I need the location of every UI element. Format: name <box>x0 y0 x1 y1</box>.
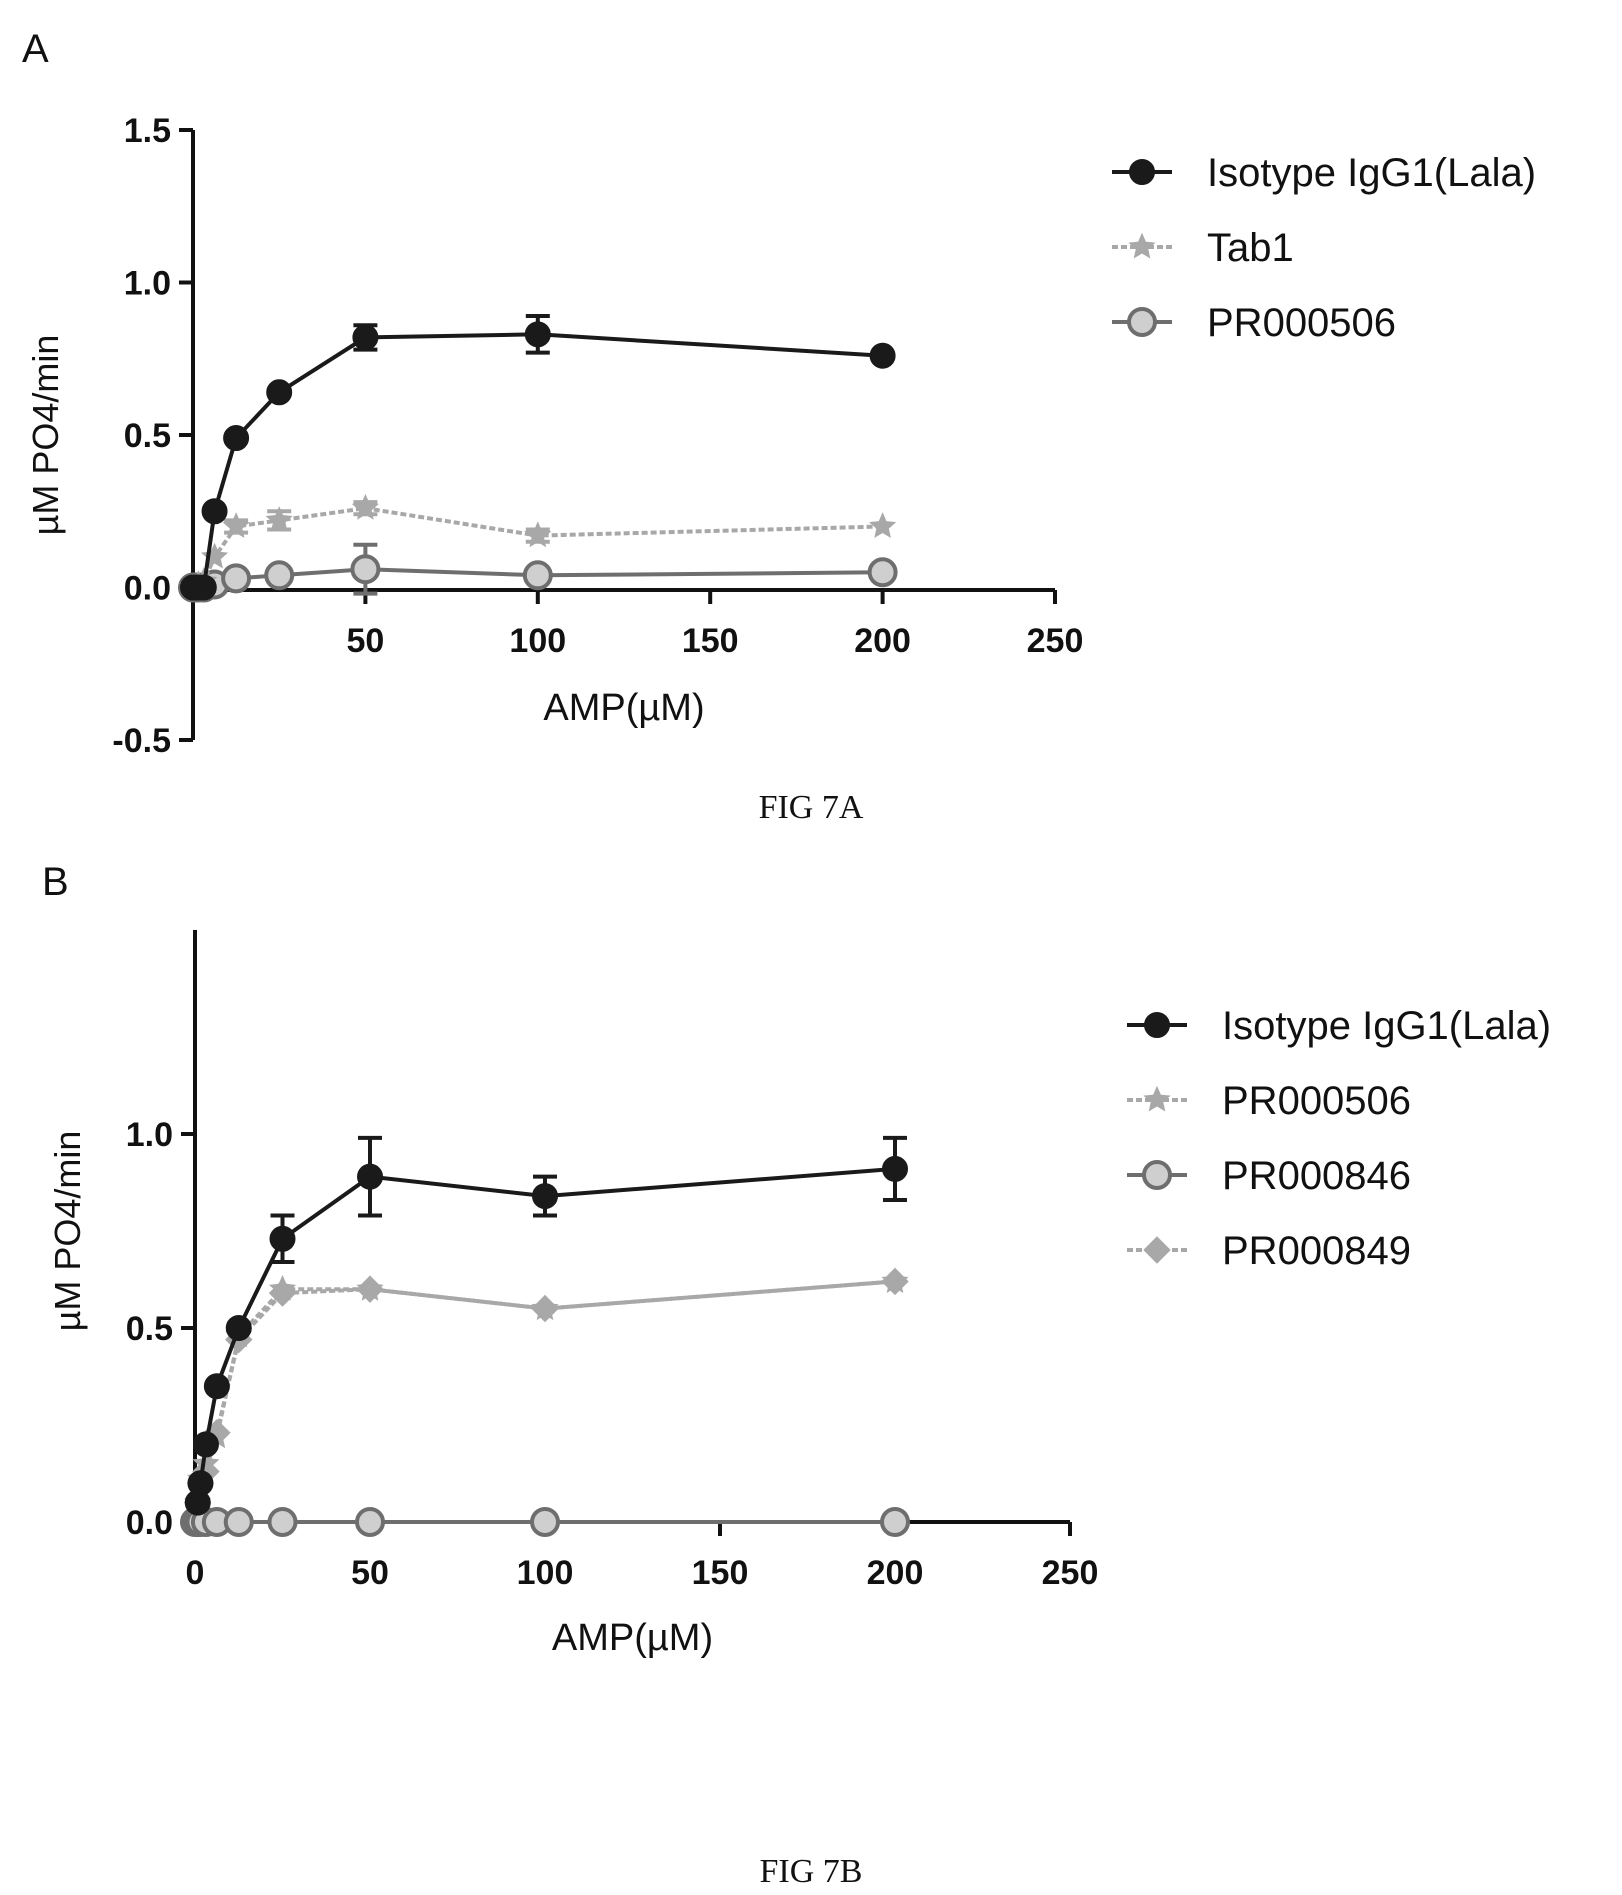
data-point <box>882 1155 908 1182</box>
data-point <box>869 512 897 539</box>
data-point <box>869 342 896 369</box>
data-point <box>269 1225 296 1252</box>
data-point <box>1143 1085 1171 1112</box>
series-isotype-igg1-lala- <box>180 314 896 601</box>
panel-a-label: A <box>22 27 49 71</box>
data-point <box>222 512 250 539</box>
legend-label: Tab1 <box>1207 226 1294 270</box>
legend-item: PR000506 <box>1112 301 1396 345</box>
data-point <box>190 574 217 601</box>
legend-label: PR000506 <box>1222 1079 1411 1123</box>
chart-panel-a: -0.5 0.0 0.5 1.0 1.5 50 100 150 200 250 AMP(µM) µM … <box>25 112 1536 760</box>
x-tick-label: 0 <box>186 1554 205 1592</box>
data-point <box>532 1183 558 1210</box>
data-point <box>1144 1012 1170 1038</box>
data-point <box>267 1507 298 1537</box>
x-tick-label: 250 <box>1027 622 1084 660</box>
x-tick-label: 150 <box>692 1554 749 1592</box>
x-tick-label: 50 <box>346 622 384 660</box>
legend-item: PR000506 <box>1127 1079 1411 1123</box>
chart-panel-b: 0.0 0.5 1.0 0 50 100 150 200 250 AMP(µM) µM PO4/mi… <box>47 930 1551 1659</box>
legend-label: PR000506 <box>1207 301 1396 345</box>
data-point <box>351 493 379 520</box>
y-tick-label: 1.0 <box>124 265 171 303</box>
legend-label: Isotype IgG1(Lala) <box>1207 151 1536 195</box>
x-tick-label: 100 <box>509 622 566 660</box>
data-point <box>350 554 381 585</box>
data-point <box>357 1163 383 1190</box>
y-tick-label: 0.5 <box>126 1310 173 1348</box>
x-tick-label: 200 <box>854 622 911 660</box>
data-point <box>192 1449 220 1476</box>
series-line <box>195 1166 896 1503</box>
y-tick-label: 0.0 <box>126 1504 173 1542</box>
data-point <box>355 1507 385 1537</box>
legend-label: PR000846 <box>1222 1154 1411 1198</box>
y-tick-label: 0.0 <box>124 570 171 608</box>
data-point <box>265 506 293 532</box>
y-tick-label: 1.5 <box>124 112 171 150</box>
data-point <box>268 1274 297 1301</box>
data-point <box>880 1507 910 1537</box>
x-tick-label: 200 <box>867 1554 924 1592</box>
data-point <box>1142 1160 1172 1190</box>
data-point <box>203 1373 230 1400</box>
data-point <box>1143 1236 1171 1264</box>
data-point <box>1128 232 1156 259</box>
x-axis-label: AMP(µM) <box>552 1617 713 1659</box>
data-point <box>264 560 295 591</box>
data-point <box>867 557 898 588</box>
data-point <box>530 1507 560 1537</box>
panel-b-label: B <box>42 860 69 904</box>
x-tick-label: 150 <box>682 622 739 660</box>
data-point <box>221 563 252 594</box>
legend-item: PR000846 <box>1127 1154 1411 1198</box>
legend-label: Isotype IgG1(Lala) <box>1222 1004 1551 1048</box>
data-point <box>1129 159 1155 185</box>
data-point <box>522 560 553 591</box>
y-tick-label: -0.5 <box>112 722 171 760</box>
data-point <box>266 379 293 406</box>
data-point <box>223 425 250 452</box>
legend-item: Isotype IgG1(Lala) <box>1127 1004 1551 1048</box>
x-tick-label: 100 <box>517 1554 574 1592</box>
data-point <box>881 1267 909 1294</box>
data-point <box>225 1315 252 1341</box>
series-pr000506 <box>184 1267 909 1515</box>
data-point <box>187 1470 214 1497</box>
y-tick-label: 0.5 <box>124 417 171 455</box>
x-axis-label: AMP(µM) <box>543 687 704 729</box>
series-pr000846 <box>180 1507 910 1537</box>
data-point <box>352 324 379 351</box>
legend-item: Isotype IgG1(Lala) <box>1112 151 1536 195</box>
y-axis-label: µM PO4/min <box>47 1131 88 1332</box>
legend-item: Tab1 <box>1112 226 1294 270</box>
series-isotype-igg1-lala- <box>184 1135 908 1516</box>
legend-label: PR000849 <box>1222 1229 1411 1273</box>
y-axis-label: µM PO4/min <box>25 335 66 536</box>
x-tick-label: 50 <box>351 1554 389 1592</box>
caption-fig-7b: FIG 7B <box>760 1853 863 1890</box>
data-point <box>524 321 551 348</box>
data-point <box>531 1294 559 1321</box>
data-point <box>192 1431 219 1458</box>
data-point <box>1127 307 1157 337</box>
series-line <box>193 332 883 590</box>
data-point <box>524 521 552 548</box>
x-tick-label: 250 <box>1042 1554 1099 1592</box>
data-point <box>223 1507 254 1537</box>
y-tick-label: 1.0 <box>126 1116 173 1154</box>
data-point <box>201 498 228 525</box>
caption-fig-7a: FIG 7A <box>759 789 864 826</box>
data-point <box>356 1274 384 1301</box>
legend-item: PR000849 <box>1127 1229 1411 1273</box>
